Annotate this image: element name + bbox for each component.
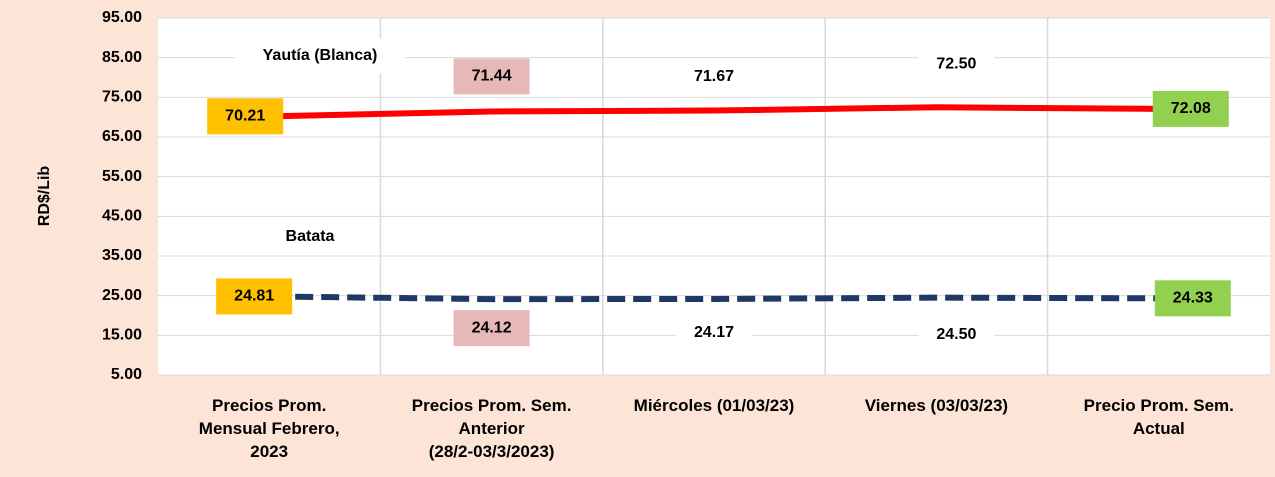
- x-tick-label: Precios Prom. Mensual Febrero, 2023: [198, 396, 340, 461]
- data-label: 24.50: [936, 326, 976, 343]
- y-tick-label: 85.00: [102, 49, 142, 66]
- data-label-box: [918, 316, 995, 353]
- series-line: [269, 104, 1159, 120]
- data-label: 70.21: [225, 108, 265, 125]
- x-tick-label: Precio Prom. Sem. Actual: [1083, 396, 1234, 438]
- series-name-box: [255, 220, 365, 254]
- series-name-box: [235, 39, 405, 73]
- data-label-box: [676, 314, 752, 351]
- data-label: 24.33: [1173, 290, 1213, 307]
- y-tick-label: 45.00: [102, 208, 142, 225]
- data-label-box: [918, 46, 995, 83]
- data-label-box: [1154, 280, 1231, 317]
- data-label-box: [1152, 90, 1229, 127]
- y-tick-label: 25.00: [102, 287, 142, 304]
- y-tick-label: 55.00: [102, 168, 142, 185]
- y-tick-label: 15.00: [102, 327, 142, 344]
- series-name: Yautía (Blanca): [263, 47, 378, 64]
- data-label-box: [207, 98, 284, 135]
- x-tick-label: Precios Prom. Sem. Anterior (28/2-03/3/2…: [411, 396, 572, 461]
- y-tick-label: 5.00: [111, 366, 142, 383]
- y-tick-label: 35.00: [102, 247, 142, 264]
- data-label: 24.17: [694, 324, 734, 341]
- y-axis-title: RD$/Lib: [36, 166, 53, 227]
- y-tick-label: 95.00: [102, 9, 142, 26]
- y-tick-label: 65.00: [102, 128, 142, 145]
- data-label: 24.12: [472, 319, 512, 336]
- y-tick-label: 75.00: [102, 89, 142, 106]
- x-tick-label: Viernes (03/03/23): [864, 396, 1009, 415]
- data-label-box: [676, 58, 752, 95]
- series-name: Batata: [286, 228, 335, 245]
- data-label: 72.50: [936, 55, 976, 72]
- data-label: 71.44: [472, 68, 512, 85]
- data-label: 71.67: [694, 68, 734, 85]
- x-tick-label: Miércoles (01/03/23): [633, 396, 795, 415]
- series-line: [269, 293, 1159, 303]
- data-label: 72.08: [1171, 100, 1211, 117]
- data-label-box: [216, 278, 293, 315]
- data-label-box: [453, 310, 530, 347]
- data-label: 24.81: [234, 288, 274, 305]
- data-label-box: [453, 58, 530, 95]
